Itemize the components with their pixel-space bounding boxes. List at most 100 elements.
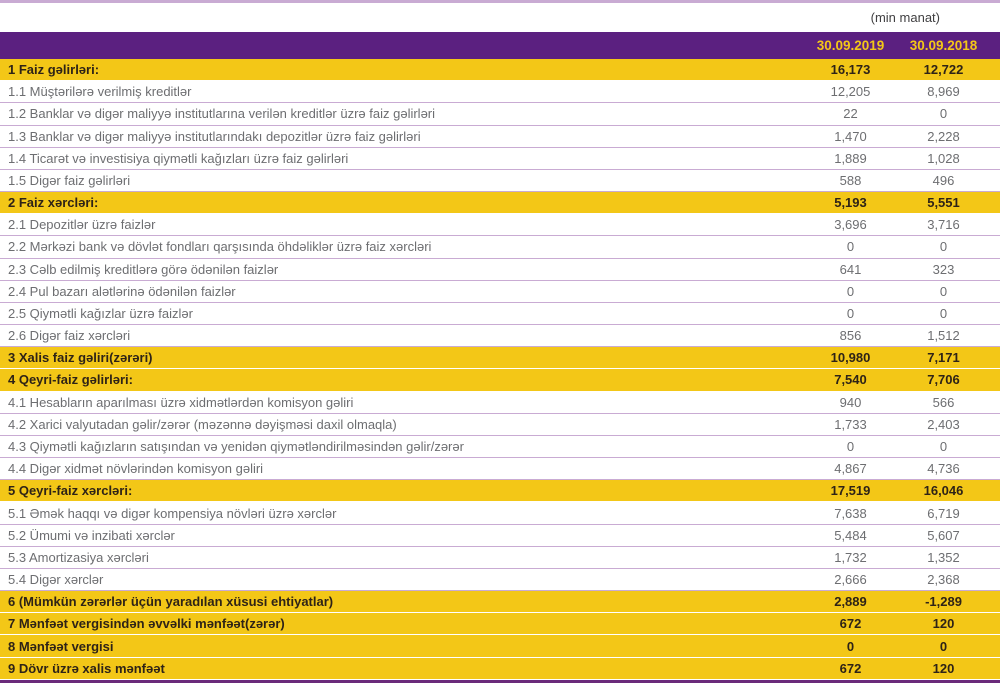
row-value-2018: 16,046	[923, 483, 964, 499]
item-row: 2.2 Mərkəzi bank və dövlət fondları qarş…	[0, 236, 1000, 259]
row-value-2019: 1,889	[834, 150, 867, 166]
row-value-2018: 5,607	[927, 527, 960, 543]
row-value-2019: 22	[843, 106, 858, 122]
row-value-2019: 7,638	[834, 505, 867, 521]
row-value-2019: 10,980	[830, 350, 871, 366]
row-value-2019: 0	[846, 638, 855, 654]
row-value-2018: 8,969	[927, 84, 960, 100]
row-value-2019: 2,889	[834, 594, 867, 610]
row-value-2019: 0	[846, 439, 855, 454]
section-row: 8 Mənfəət vergisi 0 0	[0, 635, 1000, 658]
row-label: 2.4 Pul bazarı alətlərinə ödənilən faizl…	[8, 283, 236, 299]
row-value-2018: 2,228	[927, 128, 960, 144]
row-value-2019: 4,867	[834, 461, 867, 477]
section-row: 1 Faiz gəlirləri: 16,173 12,722	[0, 59, 1000, 82]
row-value-2019: 5,193	[834, 195, 867, 211]
row-value-2019: 856	[839, 328, 862, 344]
table-header-row: 30.09.2019 30.09.2018	[0, 32, 1000, 59]
row-value-2019: 17,519	[830, 483, 871, 499]
row-value-2019: 588	[839, 172, 862, 188]
row-label: 1.4 Ticarət və investisiya qiymətli kağı…	[8, 150, 349, 166]
row-value-2019: 5,484	[834, 527, 867, 543]
row-value-2019: 16,173	[830, 62, 871, 78]
row-label: 2.2 Mərkəzi bank və dövlət fondları qarş…	[8, 239, 432, 255]
row-value-2018: 3,716	[927, 217, 960, 233]
section-row: 6 (Mümkün zərərlər üçün yaradılan xüsusi…	[0, 591, 1000, 614]
row-value-2018: 0	[939, 638, 948, 654]
row-value-2019: 672	[839, 616, 862, 632]
row-value-2018: 4,736	[927, 461, 960, 477]
row-value-2018: -1,289	[925, 594, 962, 610]
section-row: 3 Xalis faiz gəliri(zərəri) 10,980 7,171	[0, 347, 1000, 370]
row-label: 4.1 Hesabların aparılması üzrə xidmətlər…	[8, 394, 354, 410]
section-row: 9 Dövr üzrə xalis mənfəət 672 120	[0, 657, 1000, 680]
bottom-frame-line	[0, 680, 1000, 683]
row-value-2018: 7,706	[927, 372, 960, 388]
row-label: 4.3 Qiymətli kağızların satışından və ye…	[8, 439, 464, 454]
row-label: 8 Mənfəət vergisi	[8, 638, 114, 654]
row-label: 4.2 Xarici valyutadan gəlir/zərər (məzən…	[8, 416, 397, 432]
row-label: 2 Faiz xərcləri:	[8, 195, 99, 211]
row-value-2018: 120	[932, 660, 955, 676]
row-label: 6 (Mümkün zərərlər üçün yaradılan xüsusi…	[8, 594, 334, 610]
row-value-2019: 1,470	[834, 128, 867, 144]
row-value-2018: 1,352	[927, 549, 960, 565]
row-value-2018: 1,512	[927, 328, 960, 344]
item-row: 1.5 Digər faiz gəlirləri 588 496	[0, 169, 1000, 193]
row-value-2019: 641	[839, 261, 862, 277]
row-value-2018: 2,403	[927, 416, 960, 432]
row-label: 2.3 Cəlb edilmiş kreditlərə görə ödənilə…	[8, 261, 279, 277]
row-value-2019: 2,666	[834, 572, 867, 588]
row-value-2018: 120	[932, 616, 955, 632]
row-value-2018: 566	[932, 394, 955, 410]
item-row: 2.1 Depozitlər üzrə faizlər 3,696 3,716	[0, 214, 1000, 237]
row-label: 1.1 Müştərilərə verilmiş kreditlər	[8, 84, 192, 100]
unit-label: (min manat)	[870, 10, 940, 25]
item-row: 2.4 Pul bazarı alətlərinə ödənilən faizl…	[0, 280, 1000, 303]
item-row: 4.2 Xarici valyutadan gəlir/zərər (məzən…	[0, 413, 1000, 436]
table-rows: 1 Faiz gəlirləri: 16,173 12,722 1.1 Müştəri…	[0, 59, 1000, 680]
row-label: 5.3 Amortizasiya xərcləri	[8, 549, 149, 565]
row-label: 5.4 Digər xərclər	[8, 572, 104, 588]
row-label: 2.6 Digər faiz xərcləri	[8, 328, 131, 344]
row-value-2019: 672	[839, 660, 862, 676]
row-value-2018: 2,368	[927, 572, 960, 588]
row-value-2018: 323	[932, 261, 955, 277]
row-value-2019: 1,732	[834, 549, 867, 565]
item-row: 1.1 Müştərilərə verilmiş kreditlər 12,205…	[0, 81, 1000, 104]
row-label: 1 Faiz gəlirləri:	[8, 62, 100, 78]
row-value-2018: 0	[939, 439, 948, 454]
row-value-2018: 496	[932, 172, 955, 188]
item-row: 5.2 Ümumi və inzibati xərclər 5,484 5,607	[0, 524, 1000, 547]
section-row: 5 Qeyri-faiz xərcləri: 17,519 16,046	[0, 480, 1000, 503]
row-label: 5.1 Əmək haqqı və digər kompensiya növlə…	[8, 505, 337, 521]
row-value-2019: 1,733	[834, 416, 867, 432]
item-row: 5.1 Əmək haqqı və digər kompensiya növlə…	[0, 502, 1000, 525]
row-value-2018: 0	[939, 239, 948, 255]
row-label: 5.2 Ümumi və inzibati xərclər	[8, 527, 175, 543]
item-row: 2.6 Digər faiz xərcləri 856 1,512	[0, 325, 1000, 348]
column-header-2018: 30.09.2018	[909, 38, 978, 53]
item-row: 1.3 Banklar və digər maliyyə institutlar…	[0, 125, 1000, 148]
row-value-2019: 0	[846, 283, 855, 299]
row-value-2018: 7,171	[927, 350, 960, 366]
item-row: 5.3 Amortizasiya xərcləri 1,732 1,352	[0, 546, 1000, 569]
row-value-2019: 7,540	[834, 372, 867, 388]
section-row: 2 Faiz xərcləri: 5,193 5,551	[0, 192, 1000, 215]
row-value-2018: 1,028	[927, 150, 960, 166]
row-value-2018: 5,551	[927, 195, 960, 211]
row-label: 7 Mənfəət vergisindən əvvəlki mənfəət(zə…	[8, 616, 285, 632]
row-value-2019: 940	[839, 394, 862, 410]
row-value-2018: 6,719	[927, 505, 960, 521]
item-row: 4.3 Qiymətli kağızların satışından və ye…	[0, 435, 1000, 459]
row-value-2018: 12,722	[923, 62, 964, 78]
row-label: 1.5 Digər faiz gəlirləri	[8, 172, 131, 188]
item-row: 2.5 Qiymətli kağızlar üzrə faizlər 0 0	[0, 302, 1000, 326]
column-header-2019: 30.09.2019	[816, 38, 885, 53]
item-row: 2.3 Cəlb edilmiş kreditlərə görə ödənilə…	[0, 258, 1000, 281]
section-row: 7 Mənfəət vergisindən əvvəlki mənfəət(zə…	[0, 613, 1000, 636]
row-label: 4.4 Digər xidmət növlərindən komisyon gə…	[8, 461, 264, 477]
row-value-2018: 0	[939, 305, 948, 321]
row-value-2018: 0	[939, 283, 948, 299]
